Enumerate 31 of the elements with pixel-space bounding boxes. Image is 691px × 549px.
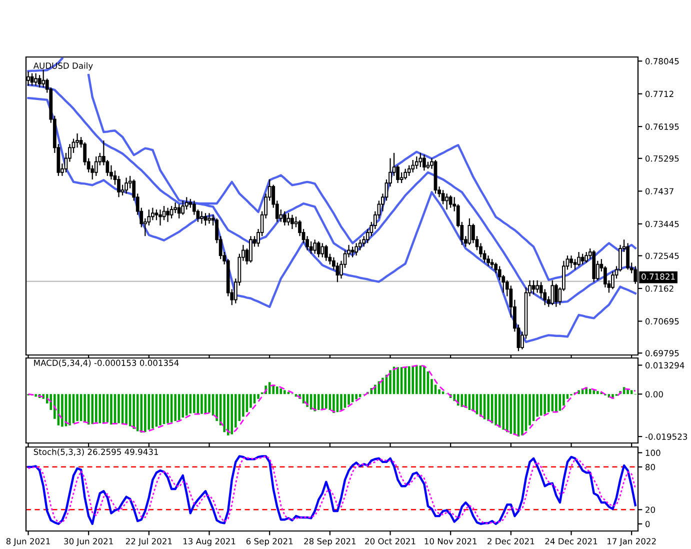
x-tick-label: 8 Jun 2021 — [6, 538, 50, 546]
x-tick-label: 2 Dec 2021 — [488, 538, 534, 544]
x-tick-label: 22 Jul 2021 — [126, 538, 172, 546]
y-tick-label: 20 — [646, 506, 655, 513]
x-tick-label: 28 Sep 2021 — [304, 538, 356, 546]
y-tick-label: 100 — [646, 450, 660, 456]
y-tick-label: 0.69795 — [645, 350, 679, 356]
x-tick-label: 24 Dec 2021 — [545, 538, 598, 544]
y-tick-label: 0.76195 — [645, 124, 679, 130]
chart-title: MACD(5,34,4) -0.000153 0.001354 — [34, 360, 179, 367]
y-tick-label: 0.7162 — [645, 285, 674, 292]
y-tick-label: 0.78045 — [645, 58, 679, 64]
ref-line-label: 0.71821 — [642, 273, 675, 280]
x-tick-label: 17 Jan 2022 — [608, 538, 656, 546]
x-tick-label: 10 Nov 2021 — [424, 538, 477, 544]
y-tick-label: 0.7437 — [645, 188, 674, 194]
y-tick-label: 0.75295 — [645, 155, 679, 162]
y-tick-label: -0.019523 — [645, 434, 688, 440]
y-tick-label: 0.7712 — [645, 90, 674, 98]
chart-title: Stoch(5,3,3) 26.2595 49.9431 — [34, 448, 158, 456]
y-tick-label: 0.72545 — [645, 252, 679, 260]
x-tick-label: 13 Aug 2021 — [183, 538, 236, 546]
x-tick-label: 20 Oct 2021 — [365, 538, 416, 544]
x-tick-label: 6 Sep 2021 — [246, 538, 293, 546]
y-tick-label: 80 — [646, 464, 655, 470]
y-tick-label: 0.70695 — [645, 318, 679, 324]
y-tick-label: 0.73445 — [645, 220, 679, 228]
y-tick-label: 0 — [645, 520, 650, 528]
y-tick-label: 0.013294 — [645, 362, 684, 368]
x-tick-label: 30 Jun 2021 — [64, 538, 113, 546]
y-tick-label: 0.00 — [645, 391, 663, 398]
